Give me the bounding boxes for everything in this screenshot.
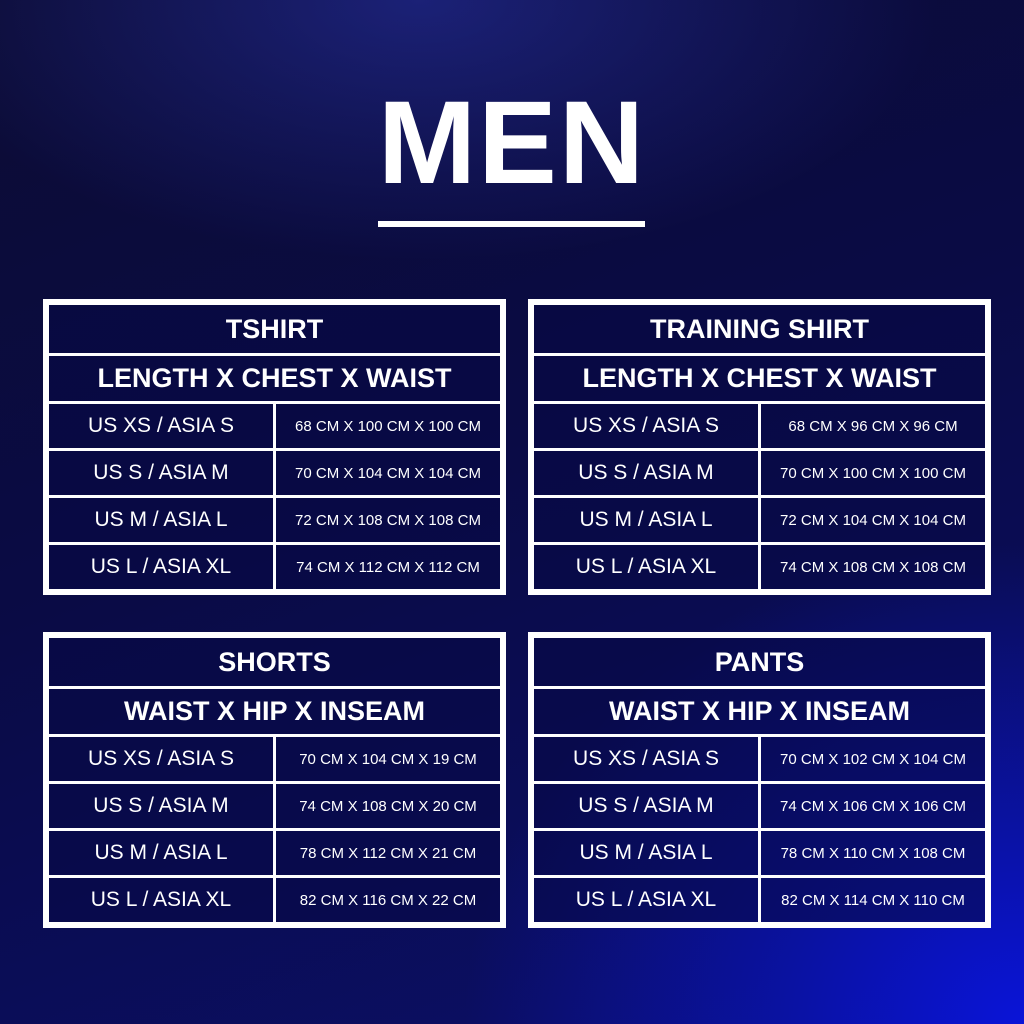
chart-title: SHORTS xyxy=(46,635,503,689)
size-label: US XS / ASIA S xyxy=(531,734,761,784)
size-chart-tshirt: TSHIRT LENGTH X CHEST X WAIST US XS / ASIA… xyxy=(43,299,506,595)
measurement-value: 70 CM X 100 CM X 100 CM xyxy=(758,448,988,498)
measurement-value: 70 CM X 104 CM X 19 CM xyxy=(273,734,503,784)
table-row: US S / ASIA M 70 CM X 104 CM X 104 CM xyxy=(46,448,503,498)
size-label: US S / ASIA M xyxy=(531,448,761,498)
table-row: US L / ASIA XL 74 CM X 112 CM X 112 CM xyxy=(46,542,503,592)
table-row: US XS / ASIA S 68 CM X 100 CM X 100 CM xyxy=(46,401,503,451)
measurement-value: 82 CM X 116 CM X 22 CM xyxy=(273,875,503,925)
measurement-value: 74 CM X 112 CM X 112 CM xyxy=(273,542,503,592)
table-row: US L / ASIA XL 82 CM X 116 CM X 22 CM xyxy=(46,875,503,925)
table-row: US XS / ASIA S 70 CM X 104 CM X 19 CM xyxy=(46,734,503,784)
measurement-value: 68 CM X 100 CM X 100 CM xyxy=(273,401,503,451)
table-row: US XS / ASIA S 68 CM X 96 CM X 96 CM xyxy=(531,401,988,451)
size-label: US XS / ASIA S xyxy=(46,401,276,451)
title-underline xyxy=(378,221,645,227)
measurement-value: 68 CM X 96 CM X 96 CM xyxy=(758,401,988,451)
table-row: US M / ASIA L 78 CM X 110 CM X 108 CM xyxy=(531,828,988,878)
measurement-value: 74 CM X 108 CM X 20 CM xyxy=(273,781,503,831)
table-row: US S / ASIA M 74 CM X 106 CM X 106 CM xyxy=(531,781,988,831)
size-chart-training-shirt: TRAINING SHIRT LENGTH X CHEST X WAIST US X… xyxy=(528,299,991,595)
measurement-header: LENGTH X CHEST X WAIST xyxy=(531,353,988,404)
chart-title: PANTS xyxy=(531,635,988,689)
measurement-value: 70 CM X 102 CM X 104 CM xyxy=(758,734,988,784)
page-title: MEN xyxy=(377,77,647,209)
table-row: US L / ASIA XL 74 CM X 108 CM X 108 CM xyxy=(531,542,988,592)
table-row: US M / ASIA L 72 CM X 104 CM X 104 CM xyxy=(531,495,988,545)
measurement-value: 78 CM X 110 CM X 108 CM xyxy=(758,828,988,878)
table-row: US M / ASIA L 78 CM X 112 CM X 21 CM xyxy=(46,828,503,878)
table-row: US S / ASIA M 74 CM X 108 CM X 20 CM xyxy=(46,781,503,831)
chart-title: TSHIRT xyxy=(46,302,503,356)
size-label: US S / ASIA M xyxy=(531,781,761,831)
measurement-value: 82 CM X 114 CM X 110 CM xyxy=(758,875,988,925)
size-label: US L / ASIA XL xyxy=(46,875,276,925)
table-row: US L / ASIA XL 82 CM X 114 CM X 110 CM xyxy=(531,875,988,925)
size-label: US M / ASIA L xyxy=(46,828,276,878)
size-label: US L / ASIA XL xyxy=(531,875,761,925)
measurement-value: 72 CM X 108 CM X 108 CM xyxy=(273,495,503,545)
size-label: US S / ASIA M xyxy=(46,781,276,831)
measurement-value: 74 CM X 106 CM X 106 CM xyxy=(758,781,988,831)
size-label: US S / ASIA M xyxy=(46,448,276,498)
size-label: US M / ASIA L xyxy=(531,828,761,878)
table-row: US XS / ASIA S 70 CM X 102 CM X 104 CM xyxy=(531,734,988,784)
size-label: US XS / ASIA S xyxy=(531,401,761,451)
chart-title: TRAINING SHIRT xyxy=(531,302,988,356)
table-row: US M / ASIA L 72 CM X 108 CM X 108 CM xyxy=(46,495,503,545)
measurement-header: LENGTH X CHEST X WAIST xyxy=(46,353,503,404)
size-label: US L / ASIA XL xyxy=(46,542,276,592)
table-row: US S / ASIA M 70 CM X 100 CM X 100 CM xyxy=(531,448,988,498)
size-label: US M / ASIA L xyxy=(531,495,761,545)
measurement-value: 72 CM X 104 CM X 104 CM xyxy=(758,495,988,545)
measurement-value: 78 CM X 112 CM X 21 CM xyxy=(273,828,503,878)
measurement-header: WAIST X HIP X INSEAM xyxy=(46,686,503,737)
measurement-value: 70 CM X 104 CM X 104 CM xyxy=(273,448,503,498)
measurement-value: 74 CM X 108 CM X 108 CM xyxy=(758,542,988,592)
measurement-header: WAIST X HIP X INSEAM xyxy=(531,686,988,737)
size-chart-shorts: SHORTS WAIST X HIP X INSEAM US XS / ASIA S… xyxy=(43,632,506,928)
size-label: US L / ASIA XL xyxy=(531,542,761,592)
size-label: US XS / ASIA S xyxy=(46,734,276,784)
size-label: US M / ASIA L xyxy=(46,495,276,545)
